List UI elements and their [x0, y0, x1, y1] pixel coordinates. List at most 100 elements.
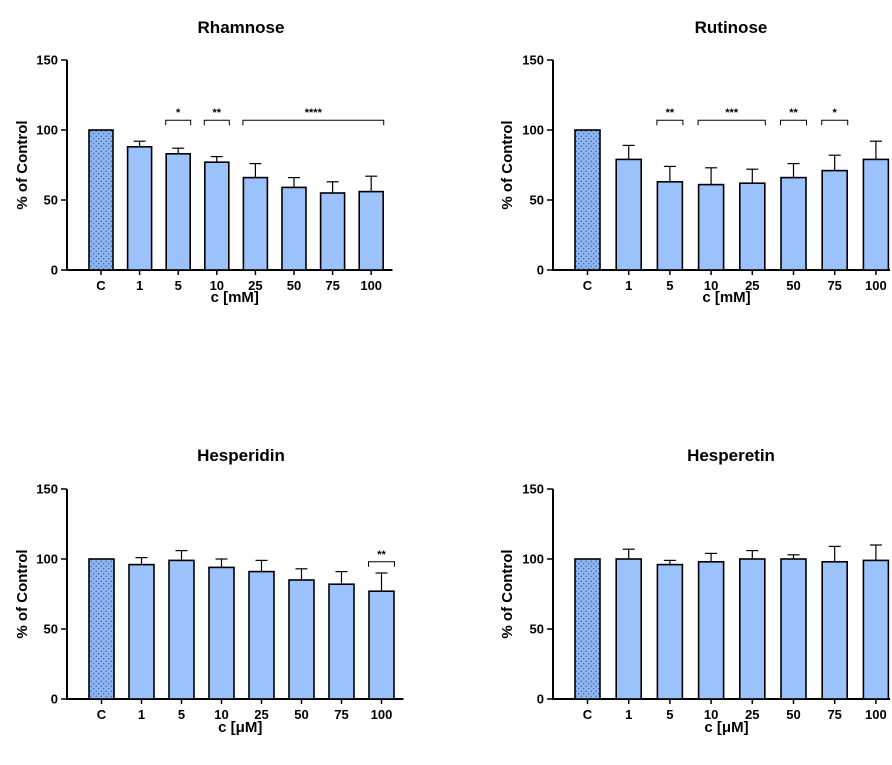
chart-title: Rutinose	[695, 18, 768, 37]
x-tick-label: 50	[294, 707, 308, 722]
y-tick-label: 100	[522, 123, 544, 138]
x-tick-label: 50	[786, 278, 800, 293]
x-tick-label: 100	[371, 707, 393, 722]
x-tick-label: C	[96, 278, 106, 293]
significance-label: *	[833, 107, 838, 119]
bar	[204, 161, 230, 271]
bar	[368, 590, 395, 700]
bar-control	[88, 129, 114, 271]
y-tick-label: 50	[44, 622, 58, 637]
bar	[780, 558, 807, 700]
bar	[697, 560, 725, 700]
bar	[821, 169, 849, 271]
bar	[208, 566, 235, 700]
bar	[615, 158, 643, 271]
bar	[780, 176, 807, 271]
significance-bracket	[242, 119, 385, 126]
significance-label: ***	[725, 107, 739, 119]
bar	[656, 181, 684, 271]
x-axis-label: c [μM]	[218, 719, 262, 736]
x-tick-label: 50	[786, 707, 800, 722]
chart-title: Hesperidin	[197, 446, 285, 465]
bar	[248, 570, 275, 700]
significance-bracket	[203, 119, 230, 126]
y-tick-label: 0	[537, 263, 544, 278]
chart-panel-0: Rhamnose % of Control 0 50 100 150 C 1 5 10 25 50 75…	[14, 18, 393, 306]
y-tick-label: 100	[36, 552, 58, 567]
x-tick-label: 5	[666, 278, 673, 293]
significance-label: **	[789, 107, 798, 119]
bar	[656, 563, 684, 700]
bar	[738, 558, 766, 700]
x-tick-label: 5	[666, 707, 673, 722]
bar-control	[88, 558, 115, 700]
x-tick-label: 75	[827, 707, 841, 722]
x-tick-label: 10	[704, 707, 718, 722]
x-tick-label: 75	[827, 278, 841, 293]
x-axis-label: c [μM]	[704, 719, 748, 736]
x-tick-label: 100	[360, 278, 382, 293]
x-tick-label: 25	[254, 707, 268, 722]
x-tick-label: 5	[178, 707, 185, 722]
x-tick-label: 25	[745, 707, 759, 722]
y-axis-label: % of Control	[14, 120, 31, 209]
y-tick-label: 150	[522, 482, 544, 497]
x-tick-label: 10	[210, 278, 224, 293]
y-axis-label: % of Control	[499, 549, 516, 638]
chart-title: Hesperetin	[687, 446, 775, 465]
bar	[738, 182, 766, 271]
x-tick-label: 1	[625, 707, 632, 722]
x-tick-label: 10	[214, 707, 228, 722]
chart-panel-2: Hesperidin % of Control 0 50 100 150 C 1 5 10 25 50…	[14, 446, 404, 736]
bar	[126, 146, 153, 271]
bar	[288, 579, 315, 700]
y-tick-label: 50	[530, 193, 544, 208]
x-axis-label: c [mM]	[702, 289, 750, 306]
chart-title: Rhamnose	[198, 18, 285, 37]
bar	[862, 559, 890, 700]
bar	[165, 153, 191, 271]
chart-panel-1: Rutinose % of Control 0 50 100 150 C 1 5 10 25 50 75…	[499, 18, 890, 306]
y-tick-label: 150	[522, 53, 544, 68]
significance-label: *	[176, 107, 181, 119]
x-tick-label: 25	[248, 278, 262, 293]
x-tick-label: 10	[704, 278, 718, 293]
significance-label: **	[213, 107, 222, 119]
x-tick-label: 100	[865, 278, 887, 293]
bar	[697, 183, 725, 271]
bar	[862, 158, 890, 271]
x-tick-label: 100	[865, 707, 887, 722]
x-tick-label: C	[583, 707, 593, 722]
x-tick-label: 5	[175, 278, 182, 293]
chart-panel-3: Hesperetin % of Control 0 50 100 150 C 1 5 10 25 50…	[499, 446, 890, 736]
y-tick-label: 0	[51, 263, 58, 278]
bar	[358, 190, 385, 271]
x-tick-label: 1	[136, 278, 143, 293]
significance-label: **	[377, 549, 386, 561]
y-tick-label: 100	[36, 123, 58, 138]
y-tick-label: 50	[530, 622, 544, 637]
significance-bracket	[821, 119, 849, 126]
y-axis-label: % of Control	[499, 120, 516, 209]
x-tick-label: 75	[334, 707, 348, 722]
x-tick-label: 75	[325, 278, 339, 293]
x-tick-label: C	[97, 707, 107, 722]
x-tick-label: 50	[287, 278, 301, 293]
bar	[328, 583, 355, 700]
y-tick-label: 150	[36, 482, 58, 497]
significance-label: ****	[305, 107, 323, 119]
significance-label: **	[666, 107, 675, 119]
y-tick-label: 0	[51, 692, 58, 707]
x-axis-label: c [mM]	[211, 289, 259, 306]
bar	[319, 192, 346, 271]
bar	[168, 559, 195, 700]
bar	[615, 558, 643, 700]
y-axis-label: % of Control	[14, 549, 31, 638]
significance-bracket	[165, 119, 192, 126]
bar	[821, 560, 849, 700]
y-tick-label: 0	[537, 692, 544, 707]
y-tick-label: 150	[36, 53, 58, 68]
significance-bracket	[368, 561, 395, 567]
significance-bracket	[780, 119, 807, 126]
